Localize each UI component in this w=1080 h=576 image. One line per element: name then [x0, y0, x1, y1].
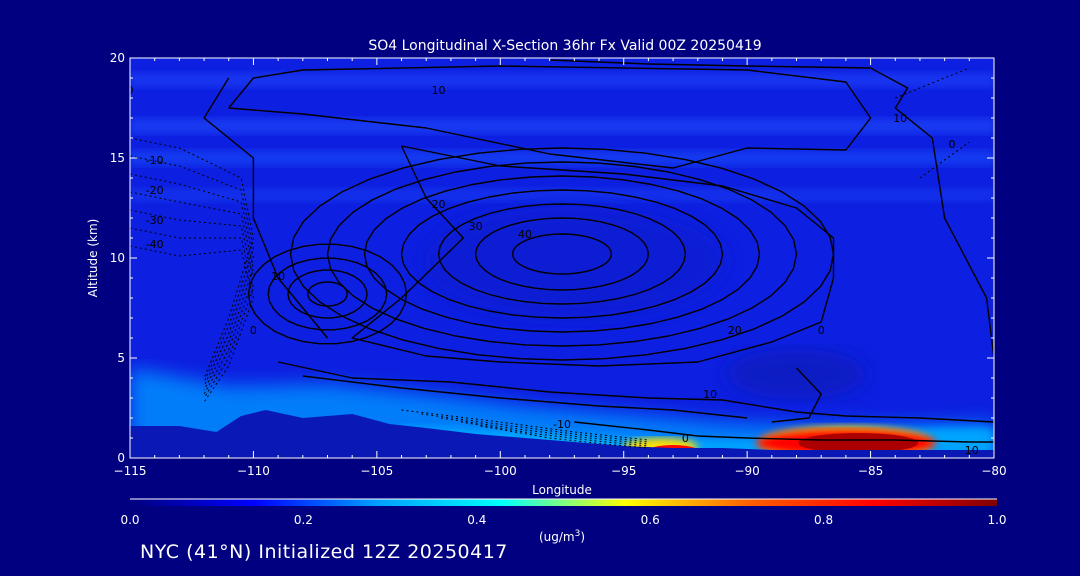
- contour-neg-low-0: [401, 409, 649, 441]
- contour-label: -20: [146, 184, 164, 197]
- contour-label: 10: [703, 388, 717, 401]
- contour-label: -40: [146, 238, 164, 251]
- colorbar-tick-label: 0.8: [814, 513, 833, 527]
- colorbar-ticks: 0.0 0.2 0.4 0.6 0.8 1.0: [120, 513, 1006, 527]
- y-tick-label: 15: [110, 151, 125, 165]
- x-axis: −115 −110 −105 −100 −95 −90 −85 −80: [114, 58, 1007, 478]
- contour-label: 10: [432, 84, 446, 97]
- contour-center-1: [474, 217, 650, 291]
- contour-label: 0: [818, 324, 825, 337]
- contour-labels: 0 -10 -20 -30 -40 10 10 0 -10 20 30 40 10 0 20 0 10 -10 0 1…: [127, 84, 1028, 457]
- y-axis: 0 5 10 15 20: [110, 51, 994, 465]
- contour-center-5: [326, 161, 798, 347]
- x-tick-label: −110: [237, 464, 270, 478]
- contour-center-0: [511, 233, 613, 275]
- contour-label: -30: [146, 214, 164, 227]
- colorbar-tick-label: 0.4: [467, 513, 486, 527]
- contour-label: 10: [893, 112, 907, 125]
- contour-east-0: [549, 59, 994, 359]
- colorbar-fill: [130, 499, 997, 506]
- contour-neg-2: [130, 173, 254, 387]
- contour-west-0: [203, 77, 329, 339]
- contour-lines: [130, 59, 994, 449]
- colorbar-unit-sup: 3: [575, 529, 581, 539]
- contour-outer-20: [351, 145, 835, 367]
- contour-neg-3: [130, 191, 254, 391]
- colorbar-tick-label: 0.0: [120, 513, 139, 527]
- contour-label: 0: [949, 138, 956, 151]
- colorbar-tick-label: 0.6: [641, 513, 660, 527]
- field-band: [130, 150, 994, 166]
- colorbar-unit-close: ): [580, 530, 585, 544]
- contour-neg-1: [130, 155, 254, 383]
- footer-initialization-text: NYC (41°N) Initialized 12Z 20250417: [140, 541, 508, 563]
- terrain: [130, 410, 994, 458]
- x-tick-label: −80: [981, 464, 1006, 478]
- contour-center-3: [400, 189, 724, 319]
- y-tick-label: 10: [110, 251, 125, 265]
- field-plume-east-core: [798, 433, 919, 453]
- contour-neg-e: [919, 141, 970, 179]
- x-tick-label: −105: [360, 464, 393, 478]
- contour-neg-low-1: [421, 413, 649, 443]
- field-dark-pocket: [726, 349, 867, 399]
- contour-neg-5: [130, 227, 254, 399]
- field-band: [130, 188, 994, 202]
- y-tick-label: 0: [117, 451, 125, 465]
- y-tick-label: 5: [117, 351, 125, 365]
- contour-label: 40: [518, 228, 532, 241]
- contour-east-small: [771, 367, 822, 423]
- x-tick-label: −90: [734, 464, 759, 478]
- y-axis-label: Altitude (km): [86, 219, 100, 298]
- x-tick-label: −95: [611, 464, 636, 478]
- contour-low-b: [302, 375, 748, 419]
- contour-center-2: [437, 203, 687, 305]
- plot-area: 0 -10 -20 -30 -40 10 10 0 -10 20 30 40 10 0 20 0 10 -10 0 1…: [127, 58, 1028, 458]
- contour-label: -10: [146, 154, 164, 167]
- chart-title: SO4 Longitudinal X-Section 36hr Fx Valid…: [368, 38, 761, 54]
- x-tick-label: −100: [484, 464, 517, 478]
- colorbar-tick-label: 0.2: [294, 513, 313, 527]
- contour-neg-6: [130, 245, 254, 403]
- x-tick-label: −115: [114, 464, 147, 478]
- contour-label: 20: [728, 324, 742, 337]
- x-tick-label: −85: [858, 464, 883, 478]
- contour-neg-low-4: [480, 425, 649, 449]
- contour-label: 0: [682, 432, 689, 445]
- contour-west-3: [247, 243, 408, 345]
- x-axis-label: Longitude: [532, 483, 592, 497]
- contour-west-1: [287, 269, 368, 319]
- contour-neg-4: [130, 209, 254, 395]
- contour-label: 20: [432, 198, 446, 211]
- contour-west-0: [307, 281, 348, 307]
- colorbar-tick-label: 1.0: [987, 513, 1006, 527]
- field-band: [130, 72, 994, 88]
- contour-label: 10: [965, 444, 979, 457]
- contour-label: 0: [250, 324, 257, 337]
- contour-neg-ne: [895, 67, 970, 99]
- contour-label: 30: [469, 220, 483, 233]
- contour-center-4: [363, 175, 761, 333]
- contour-surface-0: [574, 421, 994, 443]
- contour-west-2: [267, 257, 388, 331]
- contour-label: 0: [127, 84, 134, 97]
- contour-center-6: [289, 147, 835, 361]
- contour-low-10: [277, 361, 994, 423]
- colorbar: 0.0 0.2 0.4 0.6 0.8 1.0 (ug/m3): [120, 498, 1007, 544]
- y-tick-label: 20: [110, 51, 125, 65]
- contour-upper-10: [228, 65, 872, 169]
- colorbar-unit: (ug/m3): [539, 529, 585, 544]
- contour-label: 10: [271, 270, 285, 283]
- field-band: [130, 118, 994, 134]
- colorbar-unit-text: (ug/m: [539, 530, 575, 544]
- contour-label: -10: [1010, 268, 1028, 281]
- contour-label: -10: [553, 418, 571, 431]
